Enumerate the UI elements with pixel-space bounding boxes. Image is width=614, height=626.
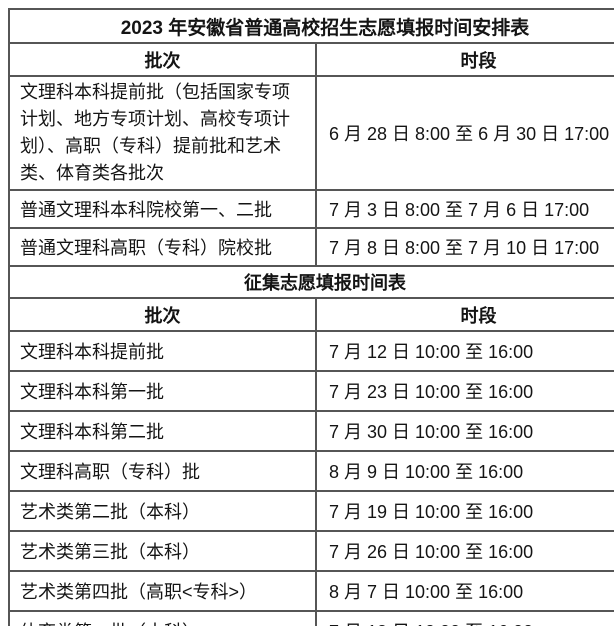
time-cell: 8 月 7 日 10:00 至 16:00 [315,570,614,612]
time-cell: 7 月 23 日 10:00 至 16:00 [315,370,614,412]
table-row: 文理科本科提前批 7 月 12 日 10:00 至 16:00 [8,330,614,372]
table-row: 普通文理科高职（专科）院校批 7 月 8 日 8:00 至 7 月 10 日 1… [8,227,614,267]
batch-cell: 艺术类第四批（高职<专科>） [8,570,317,612]
table-row: 艺术类第二批（本科） 7 月 19 日 10:00 至 16:00 [8,490,614,532]
main-header-batch: 批次 [8,42,317,77]
batch-cell: 文理科本科提前批（包括国家专项计划、地方专项计划、高校专项计划）、高职（专科）提… [8,75,317,191]
collection-header-time: 时段 [315,297,614,332]
main-table-header-row: 批次 时段 [8,42,614,77]
batch-cell: 文理科本科第二批 [8,410,317,452]
collection-table-header-row: 批次 时段 [8,297,614,332]
table-row: 普通文理科本科院校第一、二批 7 月 3 日 8:00 至 7 月 6 日 17… [8,189,614,229]
time-cell: 7 月 8 日 8:00 至 7 月 10 日 17:00 [315,227,614,267]
batch-cell: 普通文理科本科院校第一、二批 [8,189,317,229]
table-row: 文理科本科第二批 7 月 30 日 10:00 至 16:00 [8,410,614,452]
time-cell: 6 月 28 日 8:00 至 6 月 30 日 17:00 [315,75,614,191]
batch-cell: 艺术类第三批（本科） [8,530,317,572]
collection-header-batch: 批次 [8,297,317,332]
time-cell: 7 月 18 日 10:00 至 16:00 [315,610,614,626]
time-cell: 8 月 9 日 10:00 至 16:00 [315,450,614,492]
time-cell: 7 月 3 日 8:00 至 7 月 6 日 17:00 [315,189,614,229]
collection-table-title-row: 征集志愿填报时间表 [8,265,614,299]
table-row: 艺术类第三批（本科） 7 月 26 日 10:00 至 16:00 [8,530,614,572]
table-row: 文理科高职（专科）批 8 月 9 日 10:00 至 16:00 [8,450,614,492]
table-row: 文理科本科提前批（包括国家专项计划、地方专项计划、高校专项计划）、高职（专科）提… [8,75,614,191]
table-row: 艺术类第四批（高职<专科>） 8 月 7 日 10:00 至 16:00 [8,570,614,612]
admission-schedule-table: 2023 年安徽省普通高校招生志愿填报时间安排表 批次 时段 文理科本科提前批（… [8,8,614,626]
table-row: 文理科本科第一批 7 月 23 日 10:00 至 16:00 [8,370,614,412]
batch-cell: 普通文理科高职（专科）院校批 [8,227,317,267]
batch-cell: 艺术类第二批（本科） [8,490,317,532]
main-table-title-row: 2023 年安徽省普通高校招生志愿填报时间安排表 [8,8,614,44]
time-cell: 7 月 19 日 10:00 至 16:00 [315,490,614,532]
main-header-time: 时段 [315,42,614,77]
collection-table-title: 征集志愿填报时间表 [8,265,614,299]
batch-cell: 文理科高职（专科）批 [8,450,317,492]
main-table-title: 2023 年安徽省普通高校招生志愿填报时间安排表 [8,8,614,44]
batch-cell: 文理科本科第一批 [8,370,317,412]
time-cell: 7 月 30 日 10:00 至 16:00 [315,410,614,452]
batch-cell: 体育类第一批（本科） [8,610,317,626]
batch-cell: 文理科本科提前批 [8,330,317,372]
time-cell: 7 月 26 日 10:00 至 16:00 [315,530,614,572]
table-row: 体育类第一批（本科） 7 月 18 日 10:00 至 16:00 [8,610,614,626]
time-cell: 7 月 12 日 10:00 至 16:00 [315,330,614,372]
